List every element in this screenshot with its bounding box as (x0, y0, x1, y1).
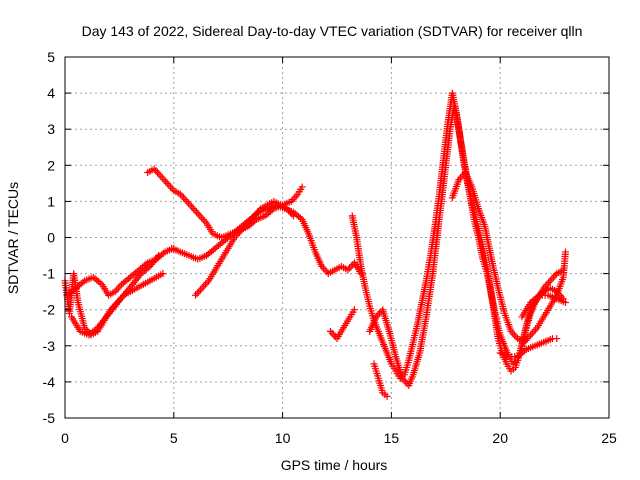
data-point (155, 252, 163, 260)
data-point (383, 392, 391, 400)
series-track-j (370, 360, 391, 400)
y-tick-label: -1 (43, 266, 56, 282)
y-tick-label: -3 (43, 338, 56, 354)
data-point (553, 335, 561, 343)
series-track-g (326, 306, 358, 343)
series-track-c (68, 252, 163, 339)
grid (65, 57, 609, 418)
y-tick-label: 3 (47, 121, 55, 137)
series-track-l (496, 335, 561, 361)
y-axis-label: SDTVAR / TECUs (5, 182, 21, 294)
y-tick-label: 1 (47, 193, 55, 209)
data-point (561, 298, 569, 306)
y-tick-label: 5 (47, 49, 55, 65)
data-points (61, 89, 569, 400)
y-tick-label: 4 (47, 85, 55, 101)
x-axis-label: GPS time / hours (281, 457, 388, 473)
y-tick-label: 2 (47, 157, 55, 173)
y-tick-label: -4 (43, 374, 56, 390)
x-tick-label: 25 (601, 430, 617, 446)
data-point (561, 248, 569, 256)
x-tick-label: 10 (275, 430, 291, 446)
axis-ticks: 0 5 10 15 20 25 -5 -4 -3 -2 -1 0 1 2 3 4 5 (43, 49, 617, 446)
x-tick-label: 5 (170, 430, 178, 446)
data-point (159, 270, 167, 278)
chart-title: Day 143 of 2022, Sidereal Day-to-day VTE… (82, 23, 583, 39)
x-tick-label: 15 (384, 430, 400, 446)
series-track-m (518, 291, 569, 321)
y-tick-label: 0 (47, 230, 55, 246)
x-tick-label: 20 (492, 430, 508, 446)
series-track-f (168, 201, 365, 278)
x-tick-label: 0 (61, 430, 69, 446)
series-track-k (448, 169, 569, 346)
y-tick-label: -5 (43, 410, 56, 426)
y-tick-label: -2 (43, 302, 56, 318)
data-point (350, 306, 358, 314)
data-point (298, 183, 306, 191)
